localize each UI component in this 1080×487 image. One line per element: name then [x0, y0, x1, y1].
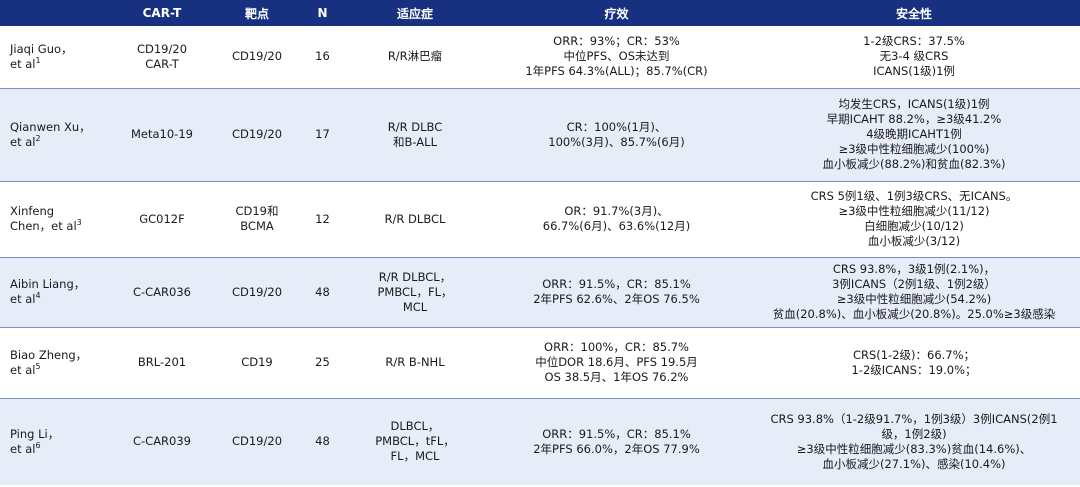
- n-cell: 25: [300, 326, 345, 398]
- target-cell: CD19/20: [214, 26, 300, 88]
- safety-cell: CRS(1-2级)：66.7%； 1-2级ICANS：19.0%；: [748, 326, 1080, 398]
- target-cell: CD19和 BCMA: [214, 180, 300, 257]
- author-name: Jiaqi Guo， et al: [10, 41, 73, 71]
- cart-cell: CD19/20 CAR-T: [110, 26, 214, 88]
- header-author: [0, 0, 110, 26]
- table-row: Xinfeng Chen，et al3 GC012F CD19和 BCMA 12…: [0, 180, 1080, 257]
- n-cell: 17: [300, 87, 345, 181]
- safety-cell: CRS 93.8%，3级1例(2.1%)， 3例ICANS（2例1级、1例2级）…: [748, 256, 1080, 327]
- reference-number: 6: [35, 440, 41, 450]
- efficacy-cell: ORR：93%；CR：53% 中位PFS、OS未达到 1年PFS 64.3%(A…: [485, 26, 748, 88]
- safety-cell: 1-2级CRS：37.5% 无3-4 级CRS ICANS(1级)1例: [748, 26, 1080, 88]
- n-cell: 48: [300, 256, 345, 327]
- safety-cell: CRS 93.8%（1-2级91.7%，1例3级）3例ICANS(2例1 级，1…: [748, 397, 1080, 485]
- reference-number: 2: [35, 133, 41, 143]
- header-row: CAR-T 靶点 N 适应症 疗效 安全性: [0, 0, 1080, 26]
- table-row: Jiaqi Guo， et al1 CD19/20 CAR-T CD19/20 …: [0, 26, 1080, 88]
- table-row: Aibin Liang， et al4 C-CAR036 CD19/20 48 …: [0, 256, 1080, 327]
- cart-cell: C-CAR036: [110, 256, 214, 327]
- author-cell: Biao Zheng， et al5: [0, 326, 110, 398]
- indication-cell: R/R淋巴瘤: [345, 26, 485, 88]
- efficacy-cell: CR：100%(1月)、 100%(3月)、85.7%(6月): [485, 87, 748, 181]
- efficacy-cell: ORR：91.5%，CR：85.1% 2年PFS 66.0%，2年OS 77.9…: [485, 397, 748, 485]
- table-row: Biao Zheng， et al5 BRL-201 CD19 25 R/R B…: [0, 326, 1080, 398]
- author-name: Aibin Liang， et al: [10, 277, 86, 306]
- author-cell: Qianwen Xu， et al2: [0, 87, 110, 181]
- header-indication: 适应症: [345, 0, 485, 26]
- header-target: 靶点: [214, 0, 300, 26]
- table-row: Ping Li， et al6 C-CAR039 CD19/20 48 DLBC…: [0, 397, 1080, 485]
- n-cell: 12: [300, 180, 345, 257]
- target-cell: CD19/20: [214, 397, 300, 485]
- efficacy-cell: ORR：91.5%，CR：85.1% 2年PFS 62.6%、2年OS 76.5…: [485, 256, 748, 327]
- n-cell: 48: [300, 397, 345, 485]
- cart-cell: BRL-201: [110, 326, 214, 398]
- target-cell: CD19: [214, 326, 300, 398]
- header-safety: 安全性: [748, 0, 1080, 26]
- cart-cell: C-CAR039: [110, 397, 214, 485]
- indication-cell: R/R DLBCL: [345, 180, 485, 257]
- header-efficacy: 疗效: [485, 0, 748, 26]
- target-cell: CD19/20: [214, 87, 300, 181]
- safety-cell: CRS 5例1级、1例3级CRS、无ICANS。 ≥3级中性粒细胞减少(11/1…: [748, 180, 1080, 257]
- indication-cell: R/R DLBC 和B-ALL: [345, 87, 485, 181]
- indication-cell: DLBCL， PMBCL，tFL， FL，MCL: [345, 397, 485, 485]
- indication-cell: R/R DLBCL， PMBCL，FL， MCL: [345, 256, 485, 327]
- indication-cell: R/R B-NHL: [345, 326, 485, 398]
- header-cart: CAR-T: [110, 0, 214, 26]
- cart-cell: GC012F: [110, 180, 214, 257]
- cart-cell: Meta10-19: [110, 87, 214, 181]
- reference-number: 5: [35, 361, 41, 371]
- author-name: Qianwen Xu， et al: [10, 119, 91, 149]
- efficacy-cell: ORR：100%，CR：85.7% 中位DOR 18.6月、PFS 19.5月 …: [485, 326, 748, 398]
- table-row: Qianwen Xu， et al2 Meta10-19 CD19/20 17 …: [0, 87, 1080, 181]
- author-name: Xinfeng Chen，et al: [10, 204, 77, 233]
- author-cell: Jiaqi Guo， et al1: [0, 26, 110, 88]
- reference-number: 3: [76, 218, 82, 228]
- reference-number: 1: [35, 55, 41, 65]
- author-cell: Aibin Liang， et al4: [0, 256, 110, 327]
- author-name: Biao Zheng， et al: [10, 347, 88, 377]
- header-n: N: [300, 0, 345, 26]
- safety-cell: 均发生CRS，ICANS(1级)1例 早期ICAHT 88.2%，≥3级41.2…: [748, 87, 1080, 181]
- author-cell: Xinfeng Chen，et al3: [0, 180, 110, 257]
- target-cell: CD19/20: [214, 256, 300, 327]
- efficacy-cell: OR：91.7%(3月)、 66.7%(6月)、63.6%(12月): [485, 180, 748, 257]
- n-cell: 16: [300, 26, 345, 88]
- author-cell: Ping Li， et al6: [0, 397, 110, 485]
- author-name: Ping Li， et al: [10, 426, 60, 456]
- reference-number: 4: [35, 291, 41, 301]
